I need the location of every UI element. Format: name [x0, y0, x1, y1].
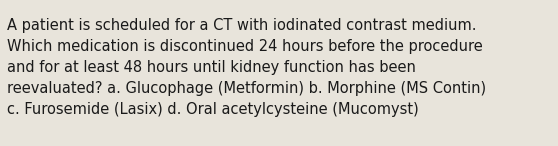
Text: A patient is scheduled for a CT with iodinated contrast medium.
Which medication: A patient is scheduled for a CT with iod…	[7, 18, 487, 117]
